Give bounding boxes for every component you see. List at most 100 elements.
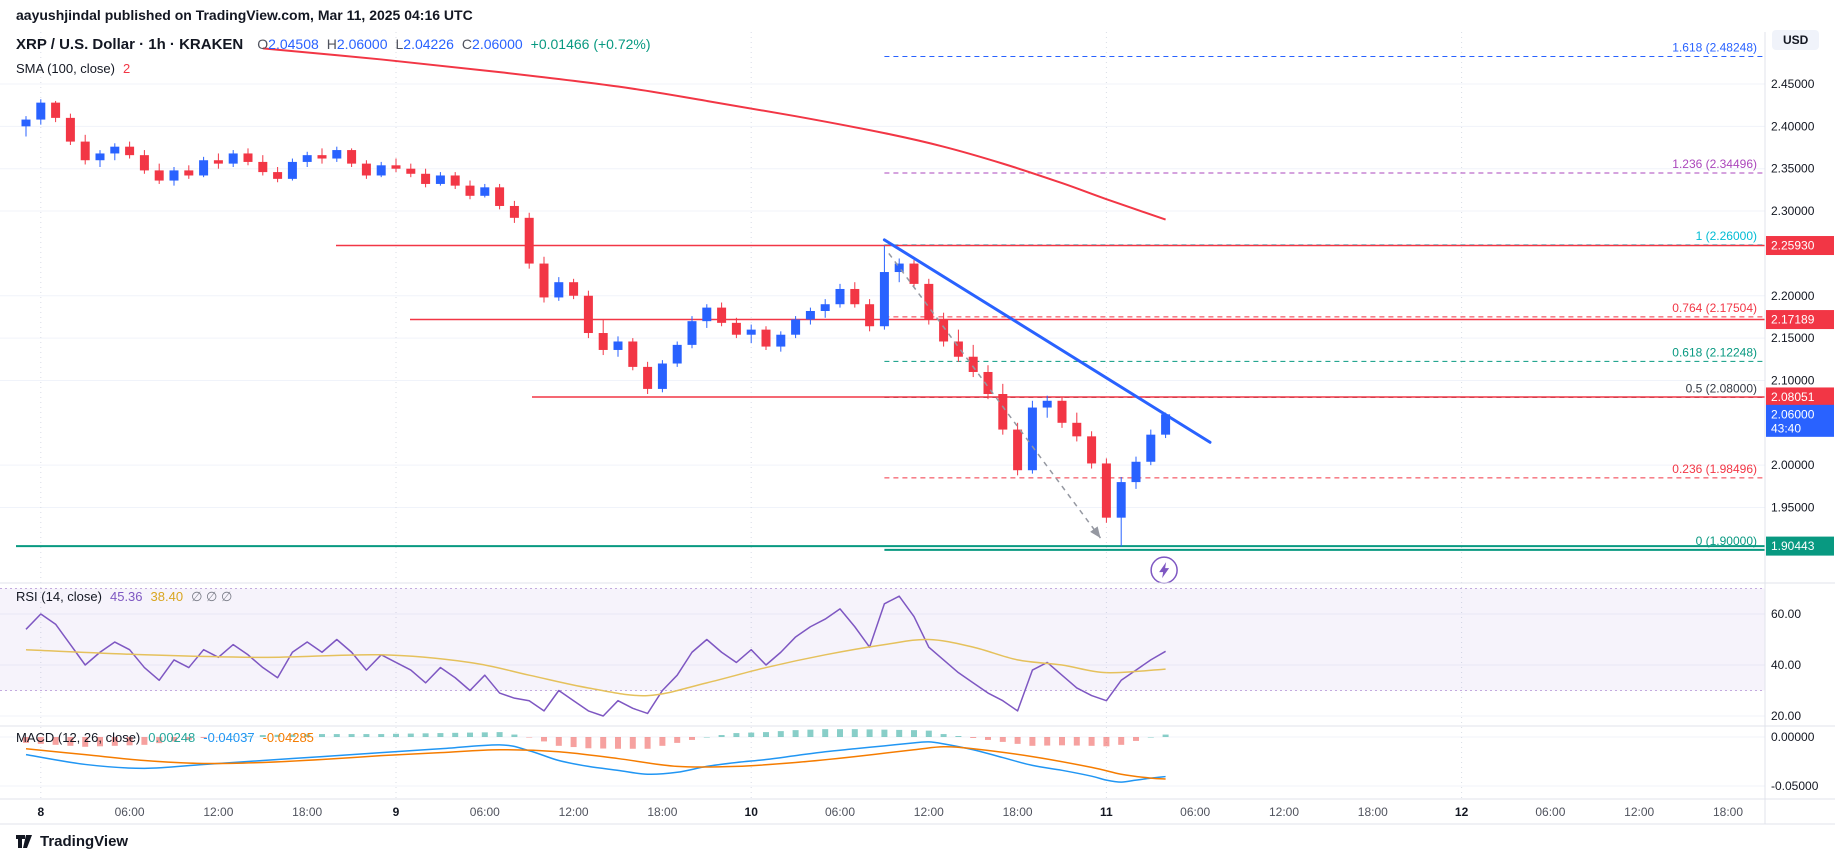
- candle-body: [1087, 436, 1097, 464]
- macd-histogram-bar: [378, 734, 385, 737]
- time-tick-label[interactable]: 06:00: [825, 805, 855, 819]
- tradingview-logo-icon[interactable]: [14, 831, 34, 851]
- macd-histogram-bar: [659, 737, 666, 746]
- macd-histogram-bar: [185, 737, 192, 740]
- tradingview-brand-text[interactable]: TradingView: [40, 832, 129, 850]
- macd-histogram-bar: [1014, 737, 1021, 744]
- time-tick-label[interactable]: 12:00: [203, 805, 233, 819]
- time-tick-label[interactable]: 12: [1455, 805, 1469, 819]
- price-tick-label: 1.95000: [1771, 501, 1815, 515]
- candle-body: [347, 150, 357, 164]
- time-tick-label[interactable]: 06:00: [115, 805, 145, 819]
- time-tick-label[interactable]: 18:00: [1003, 805, 1033, 819]
- macd-legend[interactable]: MACD (12, 26, close) 0.00248 -0.04037 -0…: [16, 730, 314, 745]
- time-tick-label[interactable]: 06:00: [1535, 805, 1565, 819]
- macd-histogram-bar: [1073, 737, 1080, 746]
- trendline[interactable]: [882, 238, 1212, 444]
- time-tick-label[interactable]: 12:00: [914, 805, 944, 819]
- candle-body: [569, 282, 579, 296]
- price-legend: XRP / U.S. Dollar · 1h · KRAKEN O 2.04508…: [16, 36, 651, 53]
- candle-body: [243, 153, 253, 162]
- macd-histogram-bar: [452, 732, 459, 737]
- candle-body: [746, 329, 756, 335]
- macd-value: -0.04037: [203, 730, 255, 745]
- candle-body: [1013, 429, 1023, 471]
- time-tick-label[interactable]: 10: [745, 805, 759, 819]
- price-tick-label: 2.10000: [1771, 373, 1815, 387]
- lightning-bolt-icon: [1159, 562, 1170, 579]
- macd-histogram-bar: [541, 737, 547, 742]
- rsi-ma-value: 38.40: [150, 589, 184, 604]
- price-tick-label: 2.00000: [1771, 458, 1815, 472]
- candle-body: [909, 263, 919, 284]
- candle-body: [273, 172, 283, 179]
- price-tick-label: 2.30000: [1771, 204, 1815, 218]
- candle-body: [776, 334, 786, 347]
- time-tick-label[interactable]: 12:00: [1624, 805, 1654, 819]
- macd-histogram-bar: [526, 737, 533, 738]
- time-tick-label[interactable]: 18:00: [647, 805, 677, 819]
- macd-histogram-bar: [67, 737, 74, 746]
- candle-body: [332, 150, 342, 159]
- macd-histogram-bar: [881, 729, 888, 737]
- macd-histogram-bar: [629, 737, 636, 749]
- candle-body: [939, 319, 949, 342]
- time-tick-label[interactable]: 06:00: [1180, 805, 1210, 819]
- macd-histogram-bar: [807, 729, 814, 737]
- candle-body: [228, 153, 238, 164]
- fib-level-label: 1.236 (2.34496): [1672, 157, 1757, 171]
- candle-body: [1042, 400, 1052, 408]
- time-tick-label[interactable]: 12:00: [559, 805, 589, 819]
- macd-histogram-bar: [970, 737, 977, 738]
- candle-body: [643, 366, 653, 389]
- macd-histogram-bar: [245, 735, 251, 737]
- time-tick-label[interactable]: 06:00: [470, 805, 500, 819]
- candle-body: [509, 205, 519, 218]
- candle-body: [435, 175, 445, 184]
- candle-body: [21, 119, 31, 127]
- macd-histogram-bar: [1118, 737, 1125, 745]
- time-tick-label[interactable]: 18:00: [1358, 805, 1388, 819]
- candle-body: [421, 173, 431, 184]
- macd-histogram-bar: [348, 734, 355, 737]
- macd-histogram-bar: [97, 737, 103, 747]
- fib-level-label: 1 (2.26000): [1696, 229, 1757, 243]
- candle-body: [1161, 414, 1171, 435]
- candle-body: [865, 304, 875, 327]
- candle-body: [376, 165, 386, 176]
- time-tick-label[interactable]: 18:00: [1713, 805, 1743, 819]
- fib-level-label: 0.5 (2.08000): [1686, 381, 1757, 395]
- rsi-legend[interactable]: RSI (14, close) 45.36 38.40 ∅ ∅ ∅: [16, 589, 232, 605]
- time-tick-label[interactable]: 8: [37, 805, 44, 819]
- rsi-empty-values: ∅ ∅ ∅: [191, 589, 233, 604]
- countdown-label: 43:40: [1771, 421, 1801, 435]
- macd-histogram-bar: [23, 737, 29, 743]
- sma-line[interactable]: [262, 47, 1166, 221]
- price-tag-label: 2.08051: [1771, 390, 1815, 404]
- currency-button[interactable]: USD: [1772, 30, 1820, 50]
- candle-body: [672, 344, 682, 364]
- macd-histogram-bar: [1162, 734, 1169, 737]
- macd-histogram-bar: [792, 730, 799, 737]
- time-tick-label[interactable]: 12:00: [1269, 805, 1299, 819]
- macd-histogram-bar: [52, 737, 59, 745]
- arrow-head-icon: [1090, 526, 1101, 538]
- macd-histogram-bar: [555, 737, 562, 746]
- price-tag: [1766, 310, 1834, 330]
- candle-body: [850, 288, 860, 305]
- candle-body: [717, 307, 727, 323]
- publish-header: aayushjindal published on TradingView.co…: [16, 7, 473, 23]
- macd-histogram-bar: [851, 729, 858, 737]
- candle-body: [1027, 407, 1037, 471]
- time-tick-label[interactable]: 9: [393, 805, 400, 819]
- time-tick-label[interactable]: 18:00: [292, 805, 322, 819]
- time-tick-label[interactable]: 11: [1100, 805, 1113, 819]
- symbol-title[interactable]: XRP / U.S. Dollar · 1h · KRAKEN: [16, 36, 244, 53]
- macd-tick-label: -0.05000: [1771, 779, 1819, 793]
- candle-body: [613, 341, 623, 350]
- candle-body: [539, 263, 549, 298]
- sma-value: 2: [123, 61, 131, 76]
- sma-legend[interactable]: SMA (100, close) 2: [16, 61, 130, 76]
- macd-histogram-bar: [141, 737, 148, 745]
